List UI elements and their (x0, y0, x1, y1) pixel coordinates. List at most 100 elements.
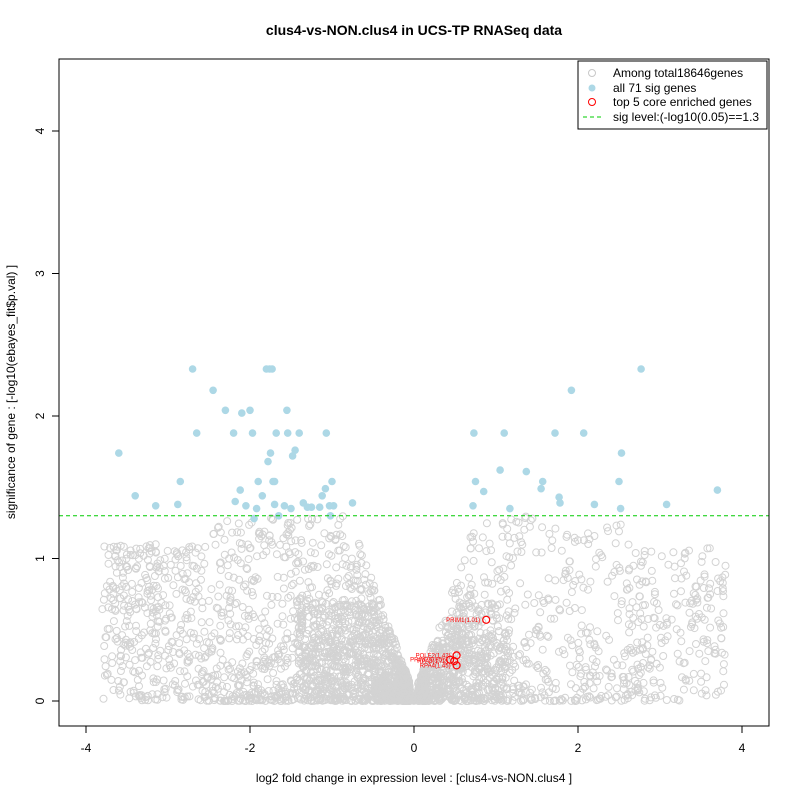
background-gene-point (162, 693, 171, 702)
background-gene-point (216, 648, 225, 657)
background-gene-point (563, 633, 572, 642)
background-gene-point (507, 561, 516, 570)
background-gene-point (109, 686, 118, 694)
background-gene-point (261, 607, 270, 616)
background-gene-point (144, 696, 152, 705)
background-gene-point (362, 580, 370, 589)
background-gene-point (437, 695, 446, 704)
background-gene-point (641, 577, 650, 586)
background-gene-point (570, 604, 579, 612)
background-gene-point (492, 674, 501, 683)
background-gene-point (146, 563, 154, 571)
background-gene-point (275, 650, 284, 659)
background-gene-point (277, 664, 285, 673)
background-gene-point (209, 671, 217, 680)
background-gene-point (365, 579, 374, 588)
background-gene-point (555, 647, 563, 656)
background-gene-point (334, 574, 343, 583)
background-gene-point (502, 683, 511, 692)
background-gene-point (697, 669, 706, 678)
background-gene-point (309, 661, 318, 670)
background-gene-point (413, 694, 422, 703)
background-gene-point (544, 632, 553, 641)
background-gene-point (658, 683, 667, 692)
background-gene-point (246, 543, 255, 552)
background-gene-point (689, 686, 698, 695)
background-gene-point (640, 547, 649, 556)
background-gene-point (541, 696, 550, 705)
sig-gene-point (616, 504, 625, 513)
background-gene-point (634, 664, 643, 673)
background-gene-point (565, 566, 574, 575)
background-gene-point (153, 662, 162, 671)
chart-title: clus4-vs-NON.clus4 in UCS-TP RNASeq data (266, 22, 562, 38)
background-gene-point (175, 650, 184, 658)
background-gene-point (200, 627, 209, 636)
background-gene-point (308, 538, 317, 547)
background-gene-point (638, 577, 647, 586)
background-gene-point (248, 610, 257, 619)
background-gene-point (309, 621, 318, 630)
background-gene-point (575, 570, 584, 579)
background-gene-point (273, 593, 282, 601)
background-gene-point (315, 605, 324, 614)
background-gene-point (104, 559, 113, 568)
background-gene-point (492, 666, 501, 675)
background-gene-point (514, 518, 523, 527)
background-gene-point (340, 619, 349, 628)
background-gene-point (267, 695, 276, 704)
background-gene-point (629, 667, 638, 676)
background-gene-point (583, 628, 592, 637)
background-gene-point (279, 645, 288, 654)
background-gene-point (341, 663, 350, 672)
sig-gene-point (283, 429, 292, 437)
background-gene-point (192, 676, 200, 685)
sig-gene-point (615, 477, 623, 486)
background-gene-point (236, 528, 245, 537)
background-gene-point (522, 680, 530, 689)
background-gene-point (237, 676, 246, 685)
background-gene-point (402, 678, 411, 687)
background-gene-point (505, 539, 514, 548)
background-gene-point (342, 600, 351, 609)
background-gene-point (351, 696, 360, 705)
background-gene-point (208, 682, 217, 691)
background-gene-point (293, 557, 302, 566)
background-gene-point (162, 614, 171, 623)
background-gene-point (459, 614, 468, 623)
background-gene-point (306, 548, 315, 557)
background-gene-point (341, 543, 350, 552)
background-gene-point (482, 519, 491, 528)
background-gene-point (527, 696, 536, 705)
background-gene-point (138, 696, 146, 705)
background-gene-point (479, 687, 488, 696)
background-gene-point (443, 672, 452, 681)
background-gene-point (353, 685, 362, 693)
background-gene-point (103, 625, 112, 633)
background-gene-point (278, 612, 287, 621)
background-gene-point (503, 595, 512, 604)
background-gene-point (284, 593, 293, 602)
background-gene-point (345, 579, 354, 588)
background-gene-point (459, 686, 468, 695)
background-gene-point (137, 598, 146, 606)
background-gene-point (713, 687, 722, 696)
background-gene-point (274, 646, 283, 655)
background-gene-point (213, 670, 222, 679)
sig-gene-point (131, 492, 139, 500)
background-gene-point (247, 588, 256, 596)
background-gene-point (541, 665, 550, 674)
background-gene-point (546, 614, 555, 623)
background-gene-point (128, 597, 137, 605)
background-gene-point (675, 657, 684, 666)
background-gene-point (701, 686, 710, 695)
background-gene-point (550, 614, 559, 623)
background-gene-point (697, 557, 706, 566)
background-gene-point (279, 573, 288, 582)
background-gene-point (487, 558, 496, 567)
background-gene-point (237, 668, 246, 677)
sig-gene-point (579, 429, 588, 437)
background-gene-point (530, 599, 539, 607)
background-gene-point (561, 566, 570, 575)
background-gene-point (322, 666, 331, 675)
